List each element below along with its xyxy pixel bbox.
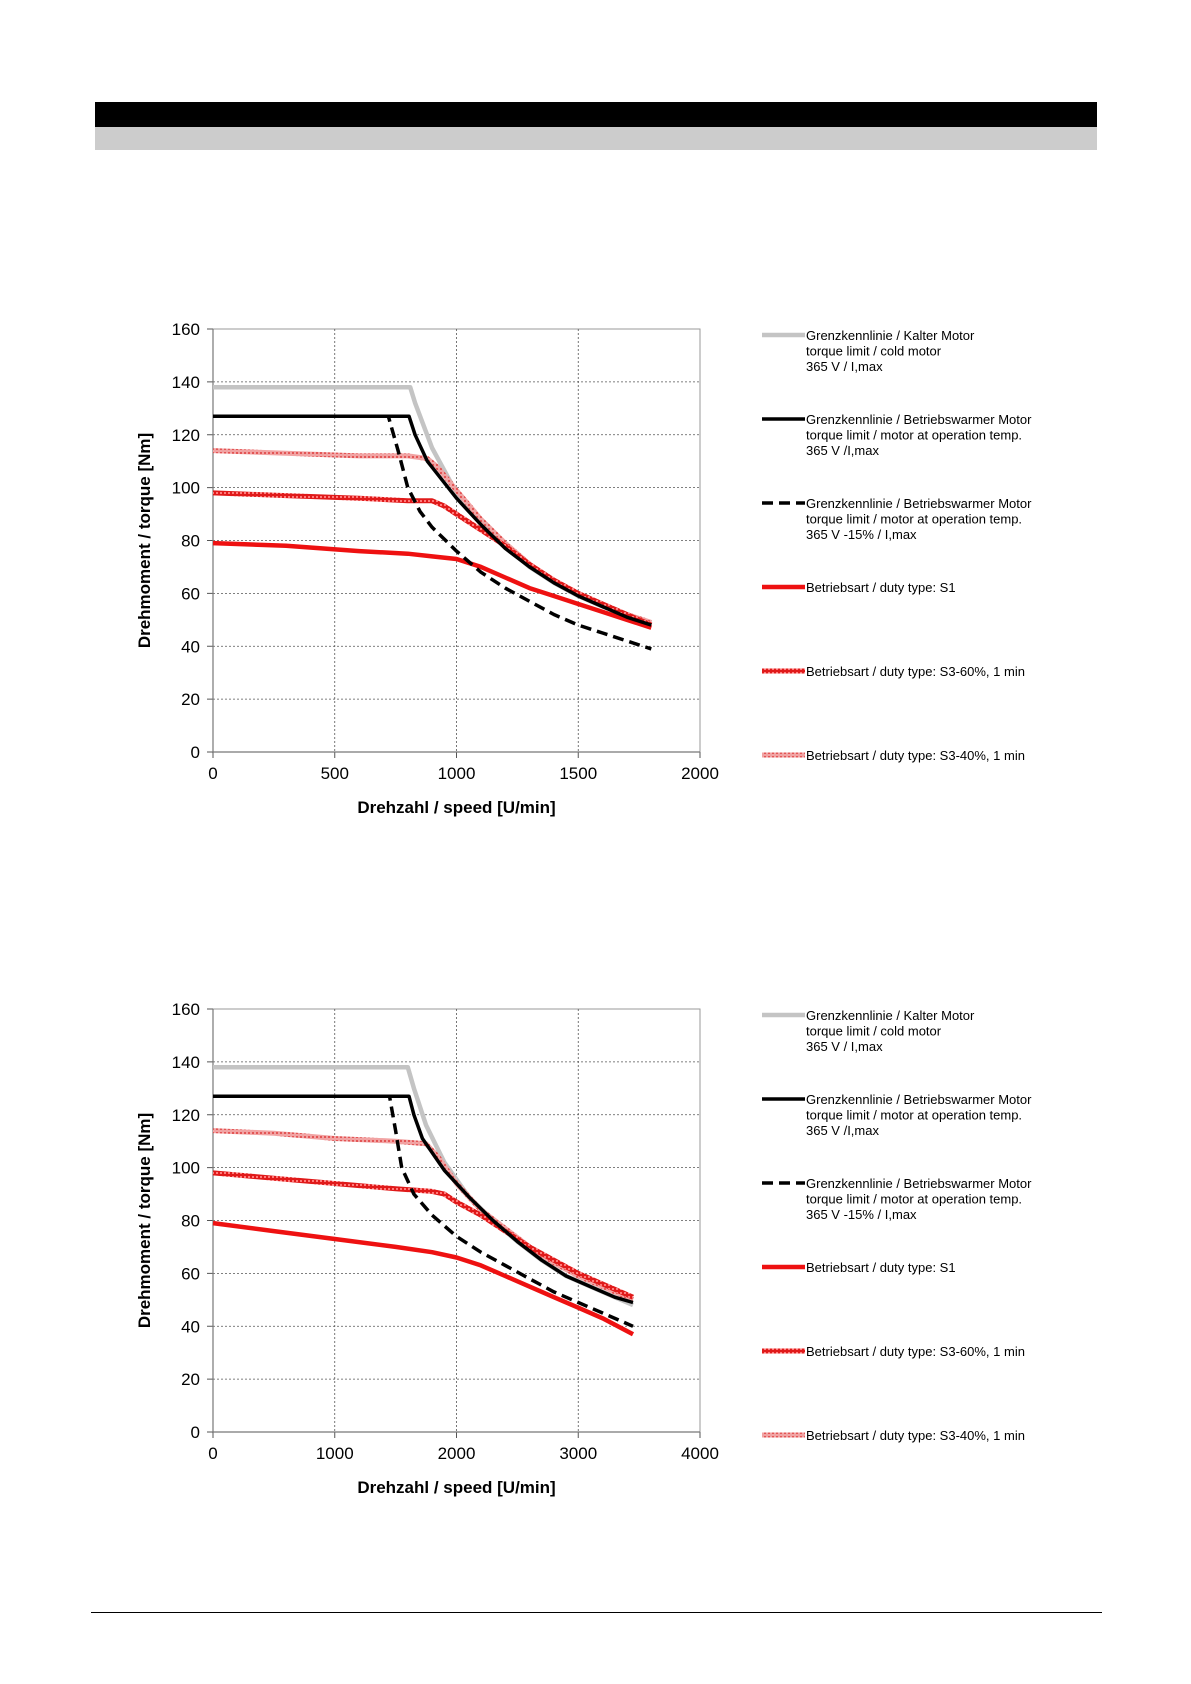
legend-label: Grenzkennlinie / Betriebswarmer Motor (806, 1176, 1032, 1191)
legend-entry: Grenzkennlinie / Betriebswarmer Motortor… (762, 496, 1032, 542)
y-tick-label: 100 (172, 479, 200, 498)
legend-label: 365 V / I,max (806, 1039, 883, 1054)
legend-label: 365 V -15% / I,max (806, 1207, 917, 1222)
y-tick-label: 80 (181, 532, 200, 551)
y-axis-label: Drehmoment / torque [Nm] (135, 433, 154, 648)
y-tick-label: 80 (181, 1212, 200, 1231)
legend-label: Betriebsart / duty type: S3-60%, 1 min (806, 664, 1025, 679)
y-tick-label: 40 (181, 637, 200, 656)
x-tick-label: 4000 (681, 1444, 719, 1463)
y-tick-label: 40 (181, 1317, 200, 1336)
y-tick-label: 20 (181, 690, 200, 709)
legend-label: 365 V /I,max (806, 443, 879, 458)
legend-label: torque limit / motor at operation temp. (806, 428, 1022, 443)
x-axis-label: Drehzahl / speed [U/min] (357, 1478, 555, 1497)
legend-label: Grenzkennlinie / Kalter Motor (806, 328, 975, 343)
legend-entry: Betriebsart / duty type: S1 (762, 580, 956, 595)
y-axis-label: Drehmoment / torque [Nm] (135, 1113, 154, 1328)
header-gray-bar (95, 127, 1097, 150)
torque-speed-chart-1: 0 20 40 60 80 100 120 140 160 0 500 1000 1500 2000 Dre… (0, 300, 1191, 860)
series-line-red (212, 540, 652, 630)
y-tick-label: 0 (191, 1423, 200, 1442)
y-tick-label: 120 (172, 1106, 200, 1125)
legend-entry: Betriebsart / duty type: S3-40%, 1 min (762, 748, 1025, 763)
legend-label: Grenzkennlinie / Betriebswarmer Motor (806, 496, 1032, 511)
series-line-black (213, 1094, 634, 1305)
header-black-bar (95, 102, 1097, 127)
legend-label: torque limit / motor at operation temp. (806, 1192, 1022, 1207)
x-tick-label: 1000 (316, 1444, 354, 1463)
legend-entry: Grenzkennlinie / Betriebswarmer Motortor… (762, 1176, 1032, 1222)
legend-label: torque limit / cold motor (806, 344, 942, 359)
x-tick-label: 2000 (681, 764, 719, 783)
x-tick-label: 500 (321, 764, 349, 783)
x-tick-label: 2000 (438, 1444, 476, 1463)
legend-label: Betriebsart / duty type: S1 (806, 580, 956, 595)
y-tick-label: 120 (172, 426, 200, 445)
legend-label: torque limit / motor at operation temp. (806, 1108, 1022, 1123)
legend-label: Betriebsart / duty type: S3-40%, 1 min (806, 748, 1025, 763)
legend-label: 365 V -15% / I,max (806, 527, 917, 542)
legend-label: Grenzkennlinie / Kalter Motor (806, 1008, 975, 1023)
x-tick-label: 3000 (559, 1444, 597, 1463)
y-tick-label: 140 (172, 1053, 200, 1072)
y-tick-label: 160 (172, 1000, 200, 1019)
x-tick-label: 1500 (559, 764, 597, 783)
y-tick-label: 140 (172, 373, 200, 392)
legend-label: Grenzkennlinie / Betriebswarmer Motor (806, 412, 1032, 427)
x-tick-label: 0 (208, 764, 217, 783)
legend-label: torque limit / cold motor (806, 1024, 942, 1039)
y-tick-label: 20 (181, 1370, 200, 1389)
legend-label: Betriebsart / duty type: S3-60%, 1 min (806, 1344, 1025, 1359)
legend-entry: Grenzkennlinie / Betriebswarmer Motortor… (762, 1092, 1032, 1138)
chart-2-svg: 0 20 40 60 80 100 120 140 160 0 1000 2000 3000 4000 Dr… (135, 1000, 1032, 1497)
chart-1-svg: 0 20 40 60 80 100 120 140 160 0 500 1000 1500 2000 Dre… (135, 320, 1032, 817)
footer-rule (91, 1612, 1102, 1613)
x-tick-label: 1000 (438, 764, 476, 783)
legend-label: Betriebsart / duty type: S3-40%, 1 min (806, 1428, 1025, 1443)
series-line-red (212, 1220, 635, 1337)
legend-entry: Betriebsart / duty type: S3-40%, 1 min (762, 1428, 1025, 1443)
y-tick-label: 0 (191, 743, 200, 762)
series-line-black (213, 414, 652, 627)
y-tick-label: 60 (181, 1264, 200, 1283)
legend-entry: Grenzkennlinie / Betriebswarmer Motortor… (762, 412, 1032, 458)
legend-entry: Betriebsart / duty type: S3-60%, 1 min (762, 664, 1025, 679)
legend-label: 365 V /I,max (806, 1123, 879, 1138)
y-tick-label: 160 (172, 320, 200, 339)
legend-label: 365 V / I,max (806, 359, 883, 374)
series-line-red-hatch (212, 490, 653, 628)
y-tick-label: 60 (181, 584, 200, 603)
legend-label: Grenzkennlinie / Betriebswarmer Motor (806, 1092, 1032, 1107)
x-axis-label: Drehzahl / speed [U/min] (357, 798, 555, 817)
legend-entry: Betriebsart / duty type: S3-60%, 1 min (762, 1344, 1025, 1359)
legend-label: Betriebsart / duty type: S1 (806, 1260, 956, 1275)
series-line-dashed (213, 414, 652, 651)
torque-speed-chart-2: 0 20 40 60 80 100 120 140 160 0 1000 2000 3000 4000 Dr… (0, 980, 1191, 1540)
series-line-red-hatch (212, 1170, 634, 1300)
legend-entry: Betriebsart / duty type: S1 (762, 1260, 956, 1275)
legend-label: torque limit / motor at operation temp. (806, 512, 1022, 527)
x-tick-label: 0 (208, 1444, 217, 1463)
y-tick-label: 100 (172, 1159, 200, 1178)
